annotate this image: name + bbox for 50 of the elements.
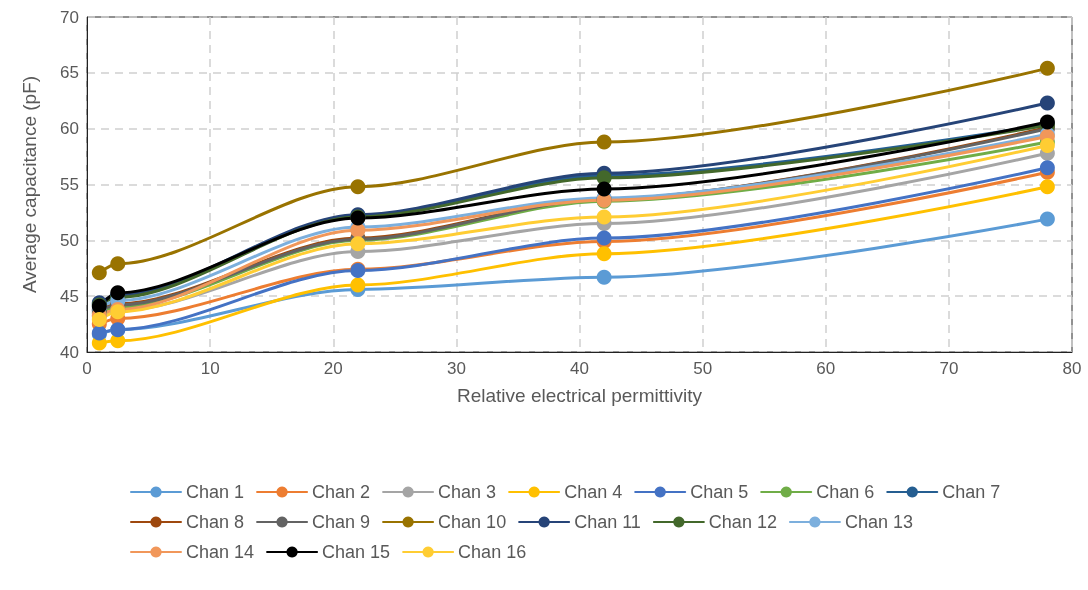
point (350, 277, 366, 293)
y-tick-label: 40 (60, 342, 79, 362)
y-tick-label: 65 (60, 63, 79, 83)
point (596, 209, 612, 225)
legend-label: Chan 16 (458, 542, 527, 562)
point (91, 265, 107, 281)
legend-label: Chan 15 (322, 542, 391, 562)
legend-label: Chan 10 (438, 512, 507, 532)
x-tick-label: 20 (323, 359, 343, 378)
y-tick-label: 60 (60, 119, 79, 139)
x-tick-label: 30 (446, 359, 466, 378)
point (110, 256, 126, 272)
y-axis-title: Average capacitance (pF) (19, 75, 40, 294)
x-tick-label: 80 (1062, 359, 1082, 378)
point (1039, 179, 1055, 195)
point (596, 134, 612, 150)
point (596, 181, 612, 197)
y-tick-label: 55 (60, 175, 79, 194)
point (1039, 211, 1055, 227)
point (596, 269, 612, 285)
x-tick-label: 40 (570, 359, 589, 378)
x-tick-label: 10 (200, 359, 220, 378)
y-tick-label: 70 (60, 7, 79, 27)
point (1039, 95, 1055, 111)
x-tick-label: 50 (693, 359, 713, 378)
legend-label: Chan 11 (574, 512, 641, 532)
point (1039, 160, 1055, 176)
legend-label: Chan 14 (186, 542, 255, 562)
legend-label: Chan 3 (438, 482, 497, 502)
point (350, 179, 366, 195)
x-tick-label: 0 (82, 359, 92, 378)
point (350, 236, 366, 252)
legend-label: Chan 1 (186, 482, 245, 502)
legend-label: Chan 2 (312, 482, 371, 502)
y-tick-label: 45 (60, 286, 79, 306)
legend-label: Chan 13 (844, 512, 913, 532)
point (91, 312, 107, 328)
x-tick-label: 60 (816, 359, 836, 378)
legend-label: Chan 9 (312, 512, 371, 532)
legend-label: Chan 5 (690, 482, 749, 502)
legend-label: Chan 8 (186, 512, 245, 532)
x-axis-title: Relative electrical permittivity (457, 385, 703, 406)
point (596, 246, 612, 262)
x-tick-label: 70 (939, 359, 959, 378)
legend-label: Chan 7 (942, 482, 1001, 502)
legend-label: Chan 12 (708, 512, 777, 532)
legend-label: Chan 6 (816, 482, 875, 502)
y-tick-label: 50 (60, 230, 79, 250)
point (1039, 60, 1055, 76)
legend-label: Chan 4 (564, 482, 623, 502)
